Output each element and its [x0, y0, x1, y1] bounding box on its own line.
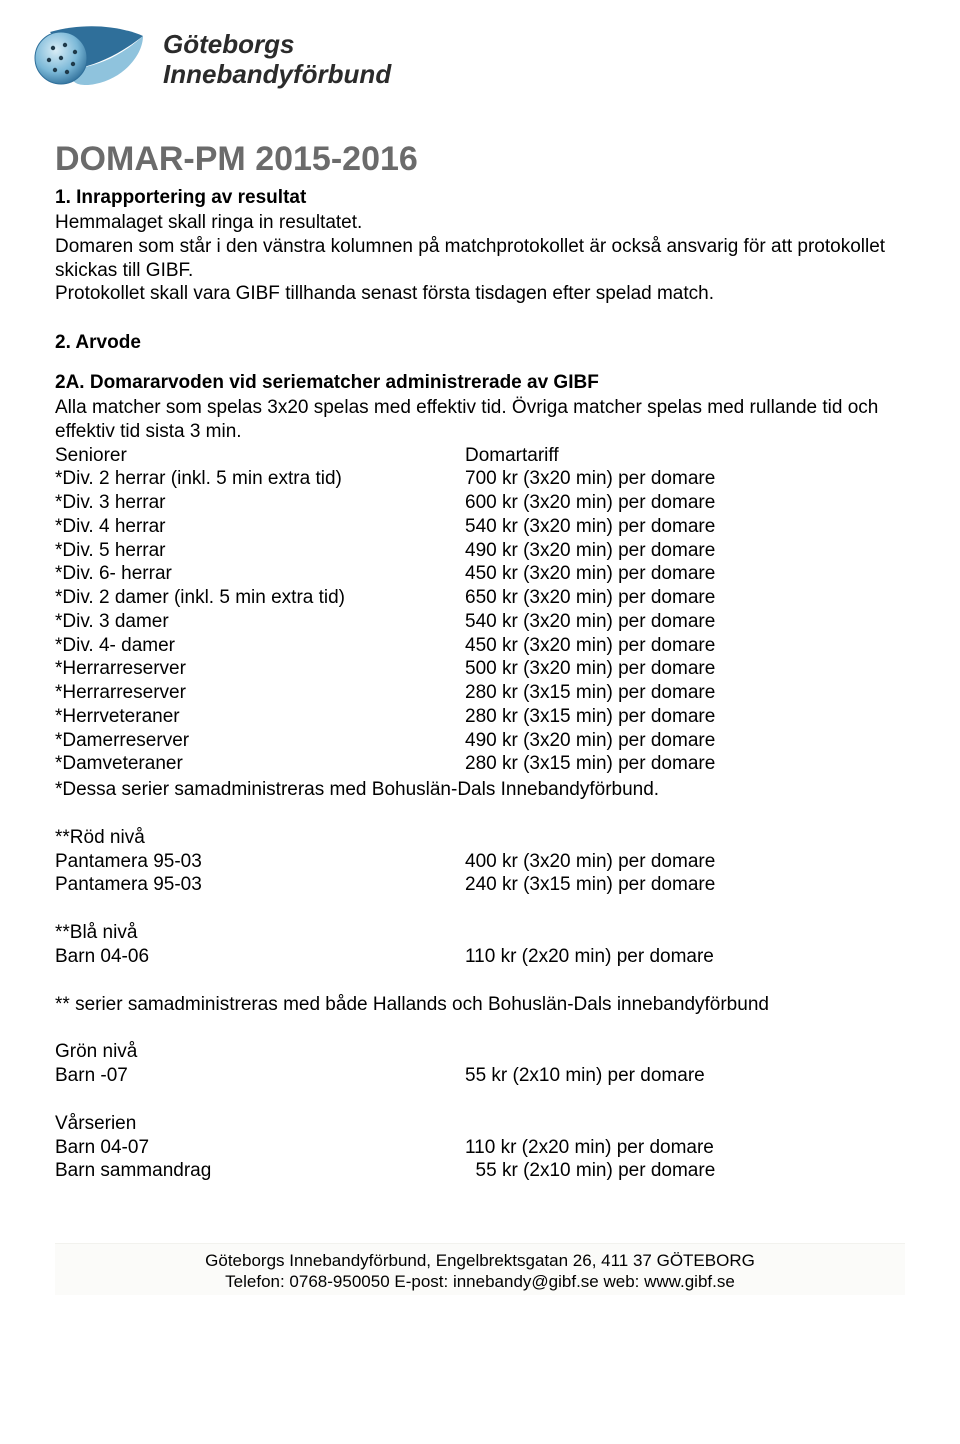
tariff-row-left: Barn 04-06: [55, 945, 465, 969]
page-title: DOMAR-PM 2015-2016: [55, 140, 905, 179]
document-page: Göteborgs Innebandyförbund DOMAR-PM 2015…: [0, 0, 960, 1325]
tariff-row: *Damveteraner280 kr (3x15 min) per domar…: [55, 752, 905, 776]
tariff-row: *Div. 5 herrar490 kr (3x20 min) per doma…: [55, 539, 905, 563]
tariff-row: Barn 04-06110 kr (2x20 min) per domare: [55, 945, 905, 969]
tariff-row-left: Barn 04-07: [55, 1136, 465, 1160]
blue-rows: Barn 04-06110 kr (2x20 min) per domare: [55, 945, 905, 969]
red-rows: Pantamera 95-03400 kr (3x20 min) per dom…: [55, 850, 905, 898]
tariff-row-left: *Herrarreserver: [55, 657, 465, 681]
tariff-row: *Damerreserver490 kr (3x20 min) per doma…: [55, 729, 905, 753]
tariff-row-left: *Damveteraner: [55, 752, 465, 776]
tariff-row-left: *Div. 2 damer (inkl. 5 min extra tid): [55, 586, 465, 610]
tariff-row-left: Pantamera 95-03: [55, 850, 465, 874]
tariff-row-right: 540 kr (3x20 min) per domare: [465, 515, 905, 539]
green-rows: Barn -0755 kr (2x10 min) per domare: [55, 1064, 905, 1088]
tariff-row-right: 450 kr (3x20 min) per domare: [465, 562, 905, 586]
tariff-row-right: 490 kr (3x20 min) per domare: [465, 539, 905, 563]
tariff-row-right: 240 kr (3x15 min) per domare: [465, 873, 905, 897]
tariff-header-right: Domartariff: [465, 444, 905, 468]
org-name: Göteborgs Innebandyförbund: [163, 30, 391, 90]
tariff-row-left: Pantamera 95-03: [55, 873, 465, 897]
tariff-row: *Herrarreserver500 kr (3x20 min) per dom…: [55, 657, 905, 681]
org-logo-icon: [25, 20, 145, 100]
org-name-line2: Innebandyförbund: [163, 60, 391, 90]
tariff-row-right: 280 kr (3x15 min) per domare: [465, 681, 905, 705]
page-footer: Göteborgs Innebandyförbund, Engelbrektsg…: [55, 1243, 905, 1295]
footer-line1: Göteborgs Innebandyförbund, Engelbrektsg…: [55, 1250, 905, 1271]
tariff-row-left: *Div. 6- herrar: [55, 562, 465, 586]
header-logo-row: Göteborgs Innebandyförbund: [25, 20, 905, 100]
tariff-row-right: 490 kr (3x20 min) per domare: [465, 729, 905, 753]
section2a-body: Alla matcher som spelas 3x20 spelas med …: [55, 396, 905, 444]
tariff-row: *Herrarreserver280 kr (3x15 min) per dom…: [55, 681, 905, 705]
tariff-row-left: Barn -07: [55, 1064, 465, 1088]
tariff-row: *Div. 3 damer540 kr (3x20 min) per domar…: [55, 610, 905, 634]
var-rows: Barn 04-07110 kr (2x20 min) per domareBa…: [55, 1136, 905, 1184]
tariff-header: Seniorer Domartariff: [55, 444, 905, 468]
tariff-row: Pantamera 95-03240 kr (3x15 min) per dom…: [55, 873, 905, 897]
tariff-row: *Div. 3 herrar600 kr (3x20 min) per doma…: [55, 491, 905, 515]
tariff-row-right: 55 kr (2x10 min) per domare: [465, 1064, 905, 1088]
tariff-row-right: 110 kr (2x20 min) per domare: [465, 1136, 905, 1160]
tariff-row-right: 650 kr (3x20 min) per domare: [465, 586, 905, 610]
tariff-row-left: *Herrarreserver: [55, 681, 465, 705]
tariff-row-left: Barn sammandrag: [55, 1159, 465, 1183]
tariff-row: *Div. 2 herrar (inkl. 5 min extra tid)70…: [55, 467, 905, 491]
tariff-row-left: *Div. 4- damer: [55, 634, 465, 658]
tariff-row-right: 280 kr (3x15 min) per domare: [465, 705, 905, 729]
tariff-row: Pantamera 95-03400 kr (3x20 min) per dom…: [55, 850, 905, 874]
red-heading: **Röd nivå: [55, 826, 905, 850]
tariff-row-right: 400 kr (3x20 min) per domare: [465, 850, 905, 874]
section2a-heading: 2A. Domararvoden vid seriematcher admini…: [55, 372, 905, 394]
tariff-row: Barn -0755 kr (2x10 min) per domare: [55, 1064, 905, 1088]
tariff-header-left: Seniorer: [55, 444, 465, 468]
tariff-row-left: *Div. 3 herrar: [55, 491, 465, 515]
tariff-note2: ** serier samadministreras med både Hall…: [55, 993, 905, 1017]
org-name-line1: Göteborgs: [163, 30, 391, 60]
tariff-note1: *Dessa serier samadministreras med Bohus…: [55, 778, 905, 802]
blue-heading: **Blå nivå: [55, 921, 905, 945]
tariff-rows: *Div. 2 herrar (inkl. 5 min extra tid)70…: [55, 467, 905, 776]
tariff-row: Barn sammandrag 55 kr (2x10 min) per dom…: [55, 1159, 905, 1183]
section2-heading: 2. Arvode: [55, 332, 905, 354]
section1-body: Hemmalaget skall ringa in resultatet. Do…: [55, 211, 905, 306]
tariff-row-right: 55 kr (2x10 min) per domare: [465, 1159, 905, 1183]
tariff-row-left: *Div. 4 herrar: [55, 515, 465, 539]
green-heading: Grön nivå: [55, 1040, 905, 1064]
tariff-row-left: *Div. 5 herrar: [55, 539, 465, 563]
tariff-row-right: 600 kr (3x20 min) per domare: [465, 491, 905, 515]
tariff-row: *Div. 4 herrar540 kr (3x20 min) per doma…: [55, 515, 905, 539]
tariff-row-left: *Damerreserver: [55, 729, 465, 753]
tariff-row-left: *Div. 3 damer: [55, 610, 465, 634]
tariff-row: *Div. 6- herrar450 kr (3x20 min) per dom…: [55, 562, 905, 586]
tariff-row-right: 500 kr (3x20 min) per domare: [465, 657, 905, 681]
var-heading: Vårserien: [55, 1112, 905, 1136]
tariff-row-right: 450 kr (3x20 min) per domare: [465, 634, 905, 658]
tariff-row: Barn 04-07110 kr (2x20 min) per domare: [55, 1136, 905, 1160]
tariff-row: *Div. 2 damer (inkl. 5 min extra tid)650…: [55, 586, 905, 610]
tariff-row-left: *Div. 2 herrar (inkl. 5 min extra tid): [55, 467, 465, 491]
tariff-row-right: 700 kr (3x20 min) per domare: [465, 467, 905, 491]
tariff-row: *Herrveteraner280 kr (3x15 min) per doma…: [55, 705, 905, 729]
tariff-row: *Div. 4- damer450 kr (3x20 min) per doma…: [55, 634, 905, 658]
tariff-row-right: 540 kr (3x20 min) per domare: [465, 610, 905, 634]
tariff-row-right: 110 kr (2x20 min) per domare: [465, 945, 905, 969]
section1-heading: 1. Inrapportering av resultat: [55, 187, 905, 209]
footer-line2: Telefon: 0768-950050 E-post: innebandy@g…: [55, 1271, 905, 1292]
tariff-row-right: 280 kr (3x15 min) per domare: [465, 752, 905, 776]
tariff-row-left: *Herrveteraner: [55, 705, 465, 729]
